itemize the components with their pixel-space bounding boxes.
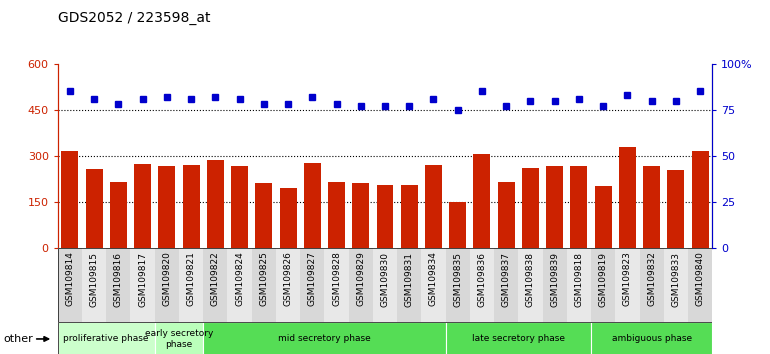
- Bar: [643, 166, 660, 248]
- Bar: [470, 248, 494, 322]
- Bar: [688, 248, 712, 322]
- Text: GSM109830: GSM109830: [380, 251, 390, 307]
- Text: GSM109834: GSM109834: [429, 251, 438, 307]
- Bar: [619, 147, 636, 248]
- Text: GSM109832: GSM109832: [647, 251, 656, 307]
- Bar: [155, 322, 203, 354]
- Bar: [546, 166, 563, 248]
- Bar: [421, 248, 446, 322]
- Bar: [304, 162, 321, 248]
- Bar: [155, 248, 179, 322]
- Text: GSM109838: GSM109838: [526, 251, 535, 307]
- Bar: [446, 322, 591, 354]
- Bar: [62, 151, 79, 248]
- Bar: [110, 182, 127, 248]
- Bar: [400, 185, 417, 248]
- Bar: [256, 183, 273, 248]
- Text: GSM109822: GSM109822: [211, 251, 219, 306]
- Text: early secretory
phase: early secretory phase: [145, 329, 213, 349]
- Text: GSM109826: GSM109826: [283, 251, 293, 307]
- Bar: [664, 248, 688, 322]
- Bar: [227, 248, 252, 322]
- Bar: [446, 248, 470, 322]
- Bar: [571, 166, 588, 248]
- Bar: [425, 165, 442, 248]
- Bar: [231, 166, 248, 248]
- Text: GSM109837: GSM109837: [502, 251, 511, 307]
- Text: ambiguous phase: ambiguous phase: [611, 335, 691, 343]
- Text: GSM109835: GSM109835: [454, 251, 462, 307]
- Bar: [353, 183, 370, 248]
- Bar: [203, 322, 446, 354]
- Text: GSM109824: GSM109824: [235, 251, 244, 306]
- Text: GSM109823: GSM109823: [623, 251, 632, 307]
- Bar: [377, 185, 393, 248]
- Bar: [300, 248, 324, 322]
- Bar: [130, 248, 155, 322]
- Bar: [497, 182, 514, 248]
- Text: GSM109839: GSM109839: [551, 251, 559, 307]
- Text: GSM109817: GSM109817: [138, 251, 147, 307]
- Text: GSM109816: GSM109816: [114, 251, 123, 307]
- Text: GSM109818: GSM109818: [574, 251, 584, 307]
- Text: GSM109827: GSM109827: [308, 251, 316, 307]
- Bar: [640, 248, 664, 322]
- Bar: [591, 248, 615, 322]
- Bar: [203, 248, 227, 322]
- Bar: [324, 248, 349, 322]
- Text: GSM109814: GSM109814: [65, 251, 75, 307]
- Bar: [591, 322, 712, 354]
- Text: proliferative phase: proliferative phase: [63, 335, 149, 343]
- Bar: [58, 248, 82, 322]
- Text: GSM109815: GSM109815: [89, 251, 99, 307]
- Bar: [594, 187, 611, 248]
- Text: GSM109825: GSM109825: [259, 251, 268, 307]
- Bar: [58, 322, 155, 354]
- Text: GSM109829: GSM109829: [357, 251, 365, 307]
- Bar: [543, 248, 567, 322]
- Text: GDS2052 / 223598_at: GDS2052 / 223598_at: [58, 11, 210, 25]
- Bar: [615, 248, 640, 322]
- Bar: [522, 168, 539, 248]
- Text: GSM109820: GSM109820: [162, 251, 172, 307]
- Bar: [280, 188, 296, 248]
- Bar: [668, 170, 685, 248]
- Bar: [134, 164, 151, 248]
- Bar: [85, 169, 102, 248]
- Bar: [182, 165, 199, 248]
- Bar: [328, 182, 345, 248]
- Bar: [397, 248, 421, 322]
- Bar: [691, 151, 708, 248]
- Bar: [252, 248, 276, 322]
- Bar: [449, 202, 466, 248]
- Text: GSM109828: GSM109828: [332, 251, 341, 307]
- Text: GSM109833: GSM109833: [671, 251, 681, 307]
- Bar: [106, 248, 130, 322]
- Bar: [179, 248, 203, 322]
- Bar: [567, 248, 591, 322]
- Bar: [494, 248, 518, 322]
- Bar: [518, 248, 543, 322]
- Text: GSM109821: GSM109821: [186, 251, 196, 307]
- Text: late secretory phase: late secretory phase: [472, 335, 565, 343]
- Text: GSM109836: GSM109836: [477, 251, 487, 307]
- Bar: [159, 166, 176, 248]
- Bar: [276, 248, 300, 322]
- Text: other: other: [4, 334, 34, 344]
- Text: GSM109819: GSM109819: [598, 251, 608, 307]
- Text: GSM109831: GSM109831: [405, 251, 413, 307]
- Text: GSM109840: GSM109840: [695, 251, 705, 307]
- Bar: [207, 160, 224, 248]
- Text: mid secretory phase: mid secretory phase: [278, 335, 371, 343]
- Bar: [474, 154, 490, 248]
- Bar: [373, 248, 397, 322]
- Bar: [82, 248, 106, 322]
- Bar: [349, 248, 373, 322]
